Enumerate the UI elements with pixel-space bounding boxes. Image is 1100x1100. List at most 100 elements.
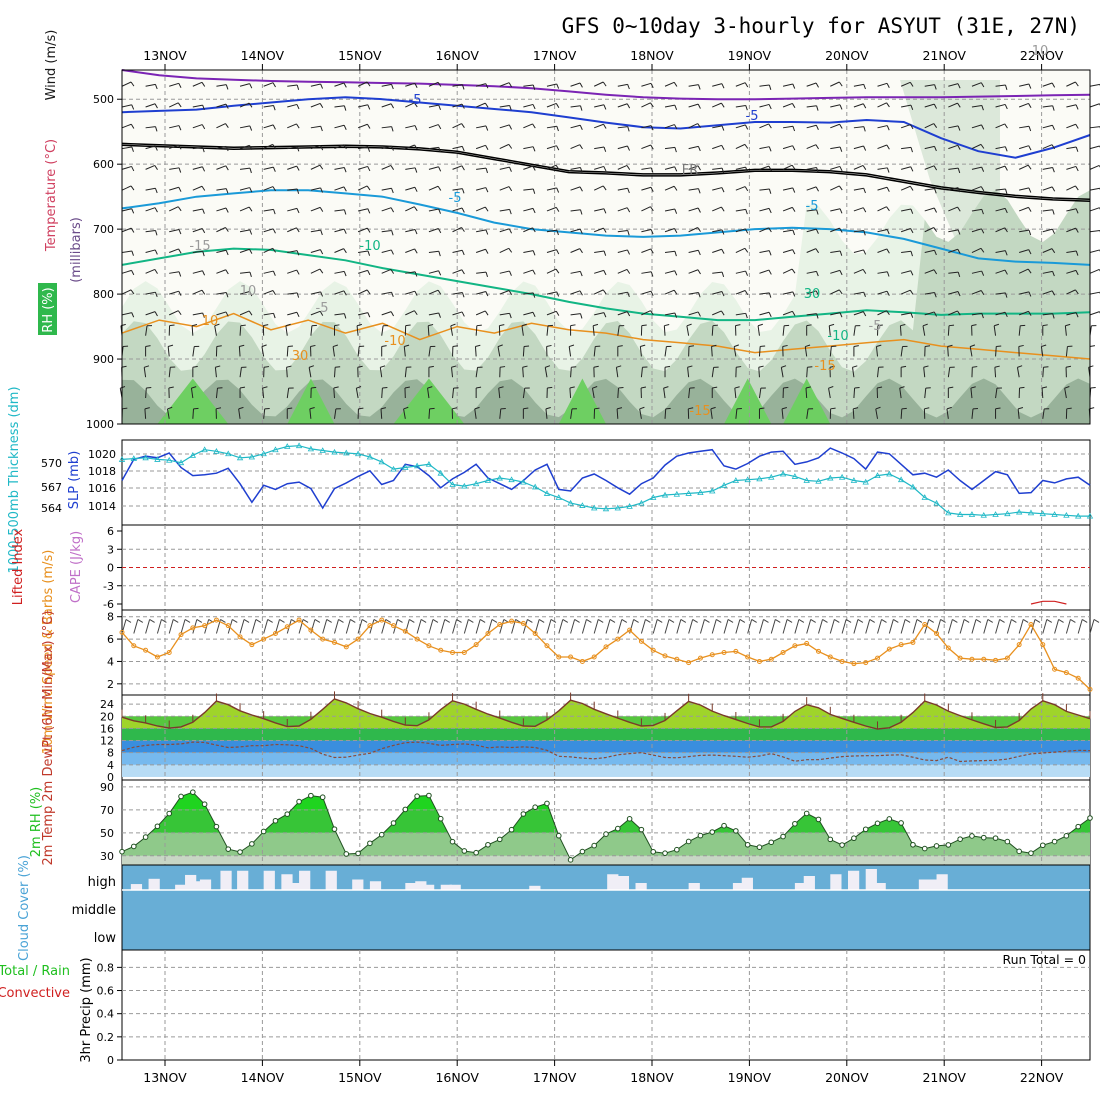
wind-barb-flag xyxy=(994,365,1000,368)
wind-barb xyxy=(641,82,652,87)
wind10m-barb xyxy=(1030,619,1036,634)
wind-barb xyxy=(924,123,935,129)
thickness-point xyxy=(189,452,197,458)
wind10m-barb-flag xyxy=(574,619,580,623)
wind10m-speed-point xyxy=(473,642,479,648)
wind-barb xyxy=(641,228,652,233)
wind-barb-flag xyxy=(249,187,253,193)
thickness-point xyxy=(177,459,185,466)
wind-barb-flag xyxy=(1075,146,1079,152)
wind-barb-flag xyxy=(688,407,694,410)
wind-barb-flag xyxy=(555,103,560,108)
wind-barb xyxy=(852,408,855,419)
wind-barb xyxy=(735,208,746,212)
wind-barb-flag xyxy=(924,407,930,410)
thickness-point xyxy=(744,476,751,483)
wind-barb-flag xyxy=(603,227,607,233)
wind-barb-flag xyxy=(414,83,418,89)
rh2m-point xyxy=(910,841,916,848)
wind-barb-flag xyxy=(650,125,654,131)
wind-barb-flag xyxy=(428,365,434,368)
wind-barb xyxy=(357,227,368,233)
wind-barb-flag xyxy=(650,167,654,173)
wind-barb-flag xyxy=(697,227,701,232)
wind-barb xyxy=(570,408,573,419)
wind-tick-label: 2 xyxy=(107,678,114,691)
wind-barb-flag xyxy=(627,188,630,194)
wind-barb-flag xyxy=(745,313,748,319)
wind-barb xyxy=(712,291,723,295)
wind-barb-flag xyxy=(343,248,347,254)
rh2m-point xyxy=(390,820,397,826)
wind-barb xyxy=(995,84,1006,87)
wind-barb-flag xyxy=(1051,82,1056,88)
temp-tick-label: 24 xyxy=(100,698,114,711)
wind-barb-flag xyxy=(311,386,317,389)
wind-barb xyxy=(334,105,345,108)
wind-barb xyxy=(499,290,510,295)
wind10m-speed-point xyxy=(213,617,219,623)
wind-barb xyxy=(238,408,241,419)
wind-barb-flag xyxy=(296,208,300,214)
cloud-high-bar xyxy=(741,877,753,890)
wind-barb xyxy=(334,82,345,87)
wind-barb-flag xyxy=(555,207,560,212)
wind-barb-flag xyxy=(201,228,206,234)
wind10m-barb xyxy=(251,619,257,634)
wind-barb xyxy=(215,388,218,399)
wind-barb xyxy=(121,146,132,150)
wind-barb-flag xyxy=(650,248,654,254)
wind-barb-flag xyxy=(863,126,866,132)
wind-barb-flag xyxy=(579,271,583,277)
wind-barb xyxy=(145,83,156,87)
wind-barb xyxy=(1019,125,1030,129)
wind10m-speed-point xyxy=(815,648,821,654)
wind-barb-flag xyxy=(532,227,536,233)
cloud-high-bar xyxy=(415,881,427,890)
wind-barb-flag xyxy=(556,126,559,132)
wind-barb xyxy=(1042,367,1044,378)
wind-barb-flag xyxy=(390,103,395,109)
wind-barb xyxy=(1016,367,1020,378)
wind-barb xyxy=(617,388,620,399)
wind-barb xyxy=(877,186,888,191)
wind-barb-flag xyxy=(248,206,253,212)
wind-barb-flag xyxy=(391,188,394,194)
wind-barb-flag xyxy=(805,386,811,389)
wind-barb xyxy=(287,123,297,129)
wind-barb-flag xyxy=(957,102,961,108)
wind-barb xyxy=(145,103,156,108)
thickness-point xyxy=(130,455,137,462)
wind-barb-flag xyxy=(1075,123,1079,129)
wind-barb-flag xyxy=(886,144,890,150)
wind-barb-flag xyxy=(202,166,206,172)
wind10m-barb xyxy=(747,619,753,634)
wind-barb xyxy=(428,270,439,274)
wind10m-speed-point xyxy=(804,641,810,647)
wind-barb-flag xyxy=(413,102,418,108)
wind-barb-flag xyxy=(225,250,229,256)
wind-barb-flag xyxy=(475,344,481,347)
slp-tick-label: 1020 xyxy=(88,448,116,461)
thickness-point xyxy=(720,482,728,488)
rh2m-point xyxy=(319,794,326,801)
wind10m-barb xyxy=(593,619,599,634)
wind-barb-flag xyxy=(745,166,748,172)
wind-barb xyxy=(192,81,203,87)
wind10m-barb xyxy=(711,619,717,634)
wind-barb-flag xyxy=(639,406,645,410)
cloud-high-bar xyxy=(688,883,700,890)
wind-barb xyxy=(380,408,383,419)
rh2m-point xyxy=(792,820,798,827)
isotherm-label: 10 xyxy=(240,284,257,299)
thickness-point xyxy=(449,481,456,487)
slp-tick-label: 1014 xyxy=(88,500,116,513)
rh2m-point xyxy=(496,836,503,843)
wind-barb-flag xyxy=(1027,164,1032,170)
wind10m-barb xyxy=(699,619,705,634)
wind-barb xyxy=(782,229,794,233)
wind10m-barb-flag xyxy=(267,619,273,623)
thickness-point xyxy=(921,494,928,500)
wind-barb-flag xyxy=(910,208,914,214)
wind-barb xyxy=(545,408,548,419)
